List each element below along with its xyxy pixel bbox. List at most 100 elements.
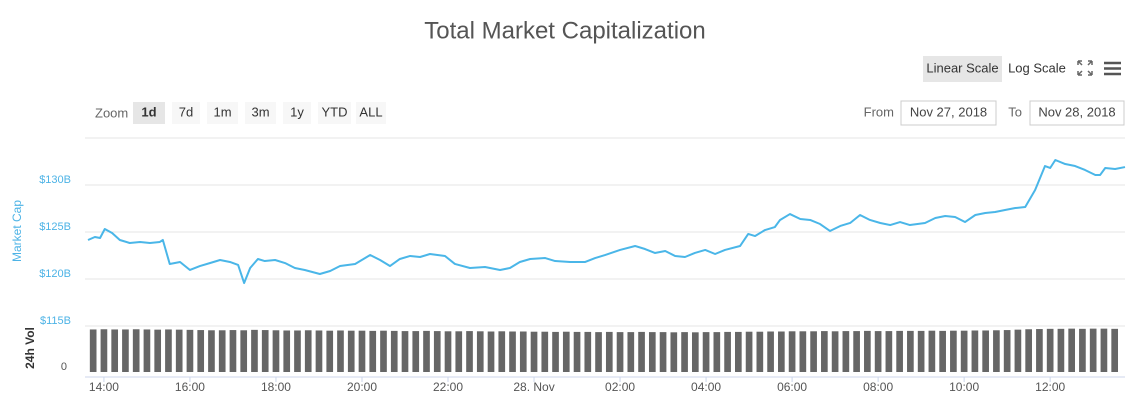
volume-bar — [498, 331, 506, 372]
zoom-button[interactable]: 1m — [207, 102, 238, 124]
button-bg — [133, 102, 165, 124]
volume-bar — [423, 330, 430, 372]
volume-bar — [197, 330, 205, 372]
volume-bar — [616, 332, 624, 372]
volume-bar — [562, 331, 570, 372]
fullscreen-button[interactable] — [1077, 60, 1093, 76]
volume-bar — [143, 329, 151, 372]
button-label: 1d — [141, 104, 156, 119]
input-text: Nov 27, 2018 — [910, 104, 987, 119]
y-tick-label: $125B — [39, 221, 71, 233]
x-tick-label: 28. Nov — [513, 380, 554, 394]
volume-bar — [519, 331, 527, 372]
volume-axis-title: 24h Vol — [23, 327, 37, 369]
volume-bar — [917, 330, 925, 372]
x-tick-label: 02:00 — [605, 380, 635, 394]
menu-button[interactable] — [1104, 61, 1121, 76]
volume-bar — [767, 331, 774, 372]
volume-bar — [509, 331, 516, 372]
volume-bar — [122, 329, 129, 372]
volume-bar — [735, 331, 742, 372]
volume-bar — [251, 329, 258, 372]
zoom-buttons: 1d 7d 1m 3m 1y YTD ALL — [133, 102, 386, 124]
volume-bar — [186, 329, 194, 372]
volume-bar — [175, 329, 183, 372]
log-scale-button[interactable]: Log Scale — [1008, 60, 1066, 75]
volume-bar — [821, 331, 828, 372]
volume-bar — [960, 330, 968, 372]
button-label: YTD — [322, 104, 348, 119]
volume-bar — [337, 330, 344, 372]
from-date-input[interactable]: Nov 27, 2018 — [900, 100, 997, 126]
linear-scale-button[interactable]: Linear Scale — [923, 56, 1002, 82]
volume-bar — [444, 331, 452, 372]
volume-bar — [229, 330, 237, 372]
x-tick-label: 20:00 — [347, 380, 377, 394]
button-bg — [923, 56, 1002, 82]
zoom-button[interactable]: YTD — [318, 102, 351, 124]
button-label: 7d — [179, 104, 193, 119]
volume-bar — [713, 332, 721, 372]
volume-bar — [659, 332, 667, 372]
x-tick-label: 04:00 — [691, 380, 721, 394]
volume-bar — [208, 330, 215, 372]
button-bg — [172, 102, 200, 124]
x-tick-label: 06:00 — [777, 380, 807, 394]
volume-bar — [487, 331, 495, 372]
volume-bar — [1025, 329, 1032, 372]
volume-bar — [788, 331, 796, 372]
to-date-input[interactable]: Nov 28, 2018 — [1029, 100, 1125, 126]
volume-bar — [552, 331, 559, 372]
volume-bar — [648, 332, 656, 372]
volume-bar — [541, 331, 549, 372]
volume-bar — [864, 330, 871, 372]
volume-bar — [691, 332, 699, 372]
button-bg — [207, 102, 238, 124]
volume-bar — [681, 332, 688, 372]
button-label: Log Scale — [1008, 60, 1066, 75]
zoom-button[interactable]: 7d — [172, 102, 200, 124]
button-label: Linear Scale — [926, 60, 998, 75]
button-bg — [245, 102, 276, 124]
volume-bar — [154, 329, 162, 372]
volume-bar — [1079, 328, 1086, 372]
volume-bar — [347, 330, 355, 372]
x-tick-label: 08:00 — [863, 380, 893, 394]
volume-bar — [455, 331, 463, 372]
volume-bar — [928, 330, 936, 372]
volume-bar — [831, 331, 839, 372]
volume-bar — [1057, 328, 1065, 372]
volume-bar — [584, 331, 592, 372]
y-axis-title: Market Cap — [10, 200, 24, 262]
x-tick-label: 18:00 — [261, 380, 291, 394]
volume-bar — [971, 330, 979, 372]
zoom-button[interactable]: 1d — [133, 102, 165, 124]
button-label: 1m — [213, 104, 231, 119]
volume-bar — [896, 330, 903, 372]
volume-bar — [702, 332, 710, 372]
x-tick-label: 22:00 — [433, 380, 463, 394]
volume-bar — [573, 331, 581, 372]
volume-bar — [853, 331, 860, 372]
volume-bar — [89, 329, 97, 372]
volume-bar — [670, 332, 678, 372]
button-bg — [356, 102, 386, 124]
volume-bar — [1089, 328, 1097, 372]
volume-bar — [240, 330, 248, 372]
volume-bar — [799, 331, 807, 372]
zoom-button[interactable]: ALL — [356, 102, 386, 124]
x-tick-label: 10:00 — [949, 380, 979, 394]
volume-bar — [778, 331, 785, 372]
volume-bar — [1068, 328, 1075, 372]
zoom-button[interactable]: 1y — [283, 102, 311, 124]
button-bg — [283, 102, 311, 124]
zoom-button[interactable]: 3m — [245, 102, 276, 124]
volume-bar — [1111, 328, 1119, 372]
button-label: 1y — [290, 104, 304, 119]
volume-bar — [605, 331, 613, 372]
volume-bar — [304, 330, 312, 372]
volume-bar — [950, 330, 957, 372]
volume-bar — [433, 331, 441, 372]
button-label: 3m — [251, 104, 269, 119]
